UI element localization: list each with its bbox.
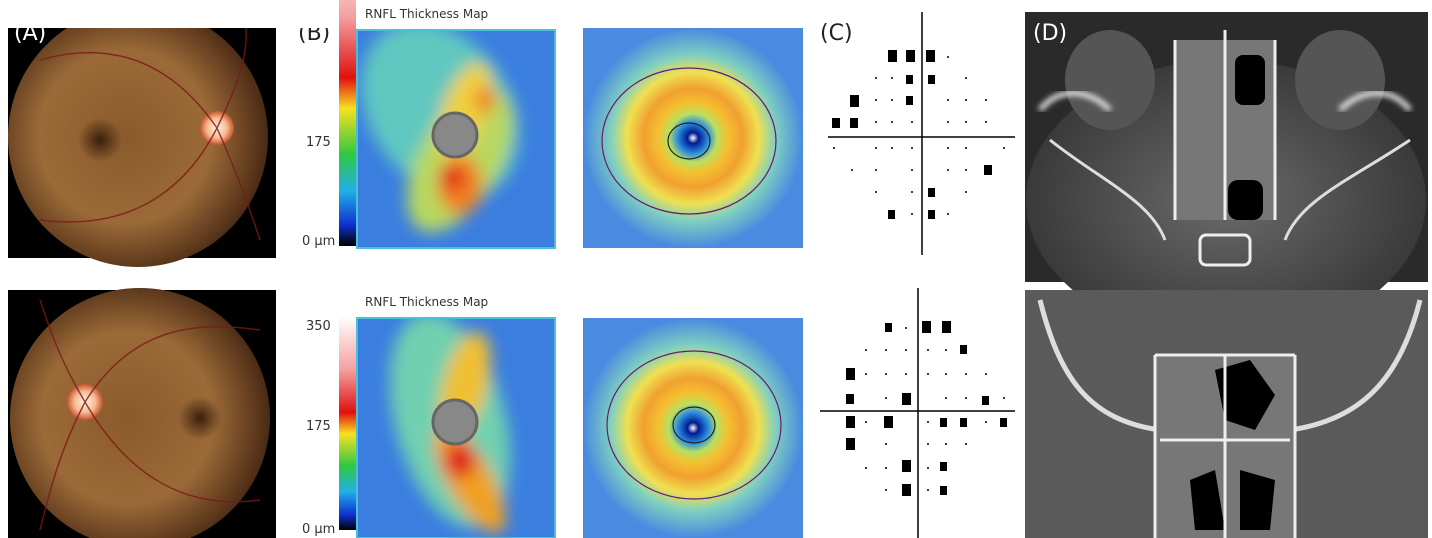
map-title: RNFL Thickness Map bbox=[365, 7, 488, 21]
fundus-top bbox=[8, 7, 276, 267]
visual-field-bottom bbox=[820, 288, 1015, 538]
figure: (A) (B) RNFL Thickness Map RNFL Thicknes… bbox=[0, 0, 1432, 538]
map-title: RNFL Thickness Map bbox=[365, 295, 488, 309]
rnfl-map bbox=[328, 0, 555, 249]
macula-map bbox=[583, 318, 803, 538]
fundus-bottom bbox=[8, 288, 276, 538]
color-bar bbox=[339, 316, 356, 530]
macula-map bbox=[583, 28, 803, 248]
scale-label: 350 bbox=[306, 319, 331, 334]
scale-label: 0 µm bbox=[302, 522, 335, 537]
visual-field-top bbox=[828, 12, 1015, 255]
ct-coronal bbox=[1025, 290, 1428, 538]
rnfl-map bbox=[357, 300, 555, 538]
scale-label: 0 µm bbox=[302, 234, 335, 249]
scale-label: 175 bbox=[306, 419, 331, 434]
panel-label: (D) bbox=[1033, 21, 1067, 46]
scale-label: 175 bbox=[306, 135, 331, 150]
color-bar bbox=[339, 0, 356, 246]
panel-label: (C) bbox=[820, 21, 853, 46]
